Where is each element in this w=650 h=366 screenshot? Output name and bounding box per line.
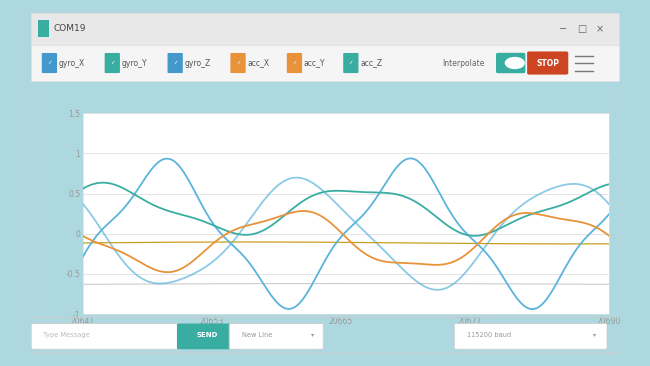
FancyBboxPatch shape (177, 324, 237, 349)
Text: New Line: New Line (242, 332, 272, 337)
FancyBboxPatch shape (38, 20, 49, 37)
Text: −: − (559, 24, 567, 34)
FancyBboxPatch shape (31, 45, 619, 81)
Text: 115200 baud: 115200 baud (467, 332, 512, 337)
Text: acc_Y: acc_Y (304, 59, 326, 67)
Text: acc_Z: acc_Z (360, 59, 382, 67)
Text: acc_X: acc_X (248, 59, 270, 67)
Text: gyro_X: gyro_X (58, 59, 85, 67)
Text: Type Message: Type Message (43, 332, 90, 337)
FancyBboxPatch shape (168, 53, 183, 73)
Text: STOP: STOP (536, 59, 559, 67)
Text: Interpolate: Interpolate (443, 59, 485, 67)
FancyBboxPatch shape (454, 324, 607, 349)
FancyBboxPatch shape (527, 52, 568, 75)
Text: ✓: ✓ (173, 60, 177, 66)
Text: ✓: ✓ (348, 60, 353, 66)
FancyBboxPatch shape (343, 53, 359, 73)
Text: gyro_Y: gyro_Y (122, 59, 148, 67)
Text: ✓: ✓ (47, 60, 52, 66)
Text: ▾: ▾ (593, 332, 595, 337)
FancyBboxPatch shape (287, 53, 302, 73)
Text: ✓: ✓ (292, 60, 297, 66)
Text: □: □ (577, 24, 586, 34)
Text: ▾: ▾ (311, 332, 314, 337)
FancyBboxPatch shape (496, 53, 525, 73)
FancyBboxPatch shape (230, 53, 246, 73)
Text: SEND: SEND (196, 332, 218, 337)
Text: gyro_Z: gyro_Z (185, 59, 211, 67)
Text: ×: × (596, 24, 604, 34)
Text: ✓: ✓ (110, 60, 114, 66)
FancyBboxPatch shape (31, 324, 184, 349)
FancyBboxPatch shape (105, 53, 120, 73)
FancyBboxPatch shape (42, 53, 57, 73)
FancyBboxPatch shape (31, 13, 619, 45)
Text: ✓: ✓ (236, 60, 240, 66)
Text: COM19: COM19 (53, 25, 86, 33)
Circle shape (506, 57, 524, 68)
FancyBboxPatch shape (229, 324, 323, 349)
